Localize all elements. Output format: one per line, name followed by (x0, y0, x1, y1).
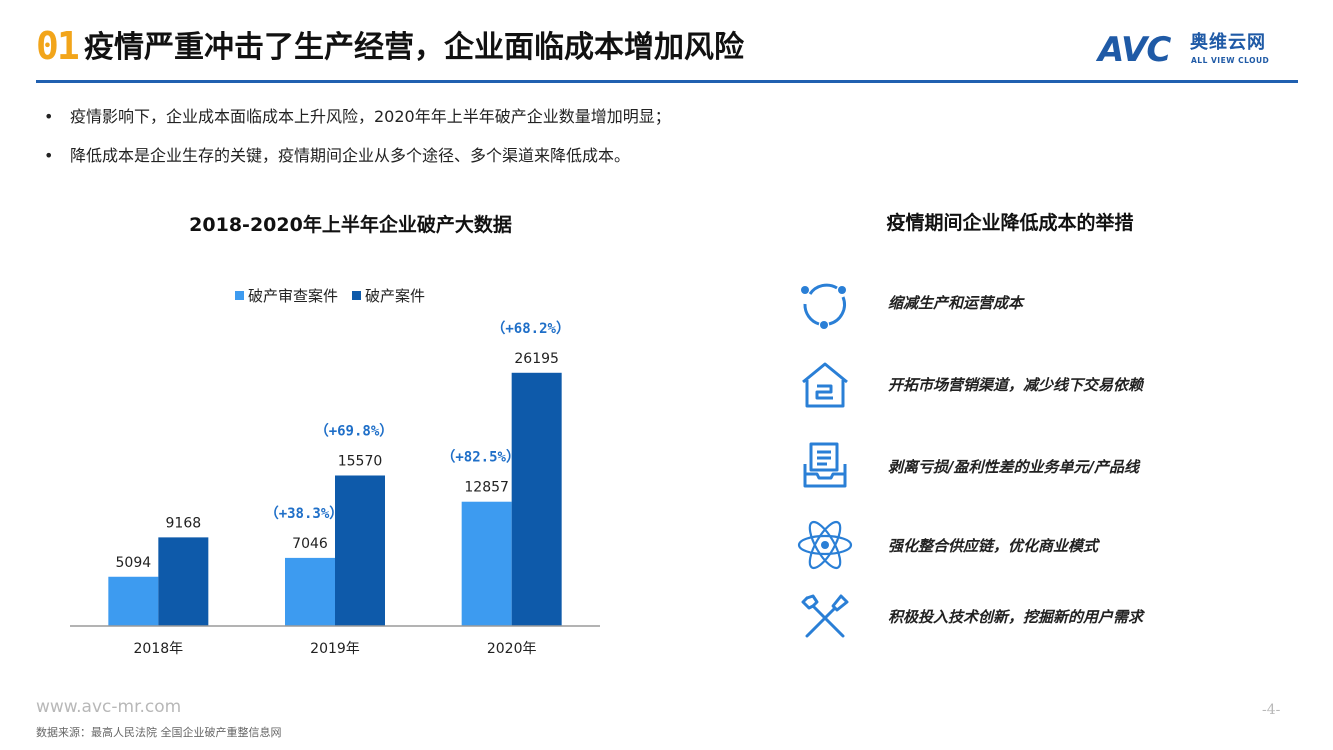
measure-text: 开拓市场营销渠道，减少线下交易依赖 (888, 376, 1144, 394)
measure-text: 强化整合供应链，优化商业模式 (888, 537, 1099, 555)
cycle-icon (797, 280, 853, 330)
measure-text: 剥离亏损/盈利性差的业务单元/产品线 (888, 458, 1139, 476)
bar-value-label: 12857 (464, 480, 509, 496)
document-tray-icon (797, 440, 853, 490)
bar-value-label: 7046 (292, 536, 328, 552)
growth-label: （+68.2%） (491, 321, 570, 337)
bullet-item: • 疫情影响下，企业成本面临成本上升风险，2020年年上半年破产企业数量增加明显； (44, 106, 671, 128)
measures-title: 疫情期间企业降低成本的举措 (886, 212, 1134, 234)
tools-icon (797, 592, 853, 642)
store-icon (797, 360, 853, 410)
avc-logo: AVC 奥维云网 ALL VIEW CLOUD (1098, 30, 1298, 70)
measure-text: 积极投入技术创新，挖掘新的用户需求 (888, 608, 1144, 626)
bar (285, 557, 335, 626)
bar-value-label: 9168 (166, 515, 202, 531)
page-number: -4- (1262, 702, 1281, 718)
logo-name-en: ALL VIEW CLOUD (1191, 56, 1270, 65)
bullet-text: 疫情影响下，企业成本面临成本上升风险，2020年年上半年破产企业数量增加明显； (70, 107, 671, 126)
category-label: 2018年 (134, 641, 184, 657)
growth-label: （+38.3%） (265, 506, 344, 522)
growth-label: （+82.5%） (441, 450, 520, 466)
legend-label: 破产审查案件 (248, 287, 338, 305)
section-number: 01 (36, 24, 80, 68)
bullet-text: 降低成本是企业生存的关键，疫情期间企业从多个途径、多个渠道来降低成本。 (70, 146, 631, 165)
logo-name-cn: 奥维云网 (1190, 32, 1266, 53)
measure-text: 缩减生产和运营成本 (888, 294, 1024, 312)
category-label: 2020年 (487, 641, 537, 657)
bar-value-label: 26195 (514, 351, 559, 367)
bullet-item: • 降低成本是企业生存的关键，疫情期间企业从多个途径、多个渠道来降低成本。 (44, 145, 630, 167)
logo-mark: AVC (1098, 30, 1171, 70)
bar (335, 475, 385, 626)
bar (461, 501, 512, 626)
category-label: 2019年 (310, 641, 360, 657)
atom-icon (797, 520, 853, 570)
legend-swatch (235, 291, 244, 300)
legend-swatch (352, 291, 361, 300)
bar (158, 537, 209, 626)
legend-label: 破产案件 (365, 287, 425, 305)
bar-value-label: 5094 (116, 555, 152, 571)
bar-value-label: 15570 (338, 453, 383, 469)
bullet-symbol: • (44, 146, 54, 165)
growth-label: （+69.8%） (315, 423, 394, 439)
header-divider (36, 80, 1298, 83)
page-title: 疫情严重冲击了生产经营，企业面临成本增加风险 (84, 30, 744, 65)
bar (108, 576, 159, 626)
bullet-symbol: • (44, 107, 54, 126)
bankruptcy-bar-chart: 破产审查案件 破产案件 5094 9168 2018年 7046 15570 2019年 128… (70, 287, 600, 657)
chart-title: 2018-2020年上半年企业破产大数据 (189, 214, 512, 236)
footer-url: www.avc-mr.com (36, 697, 182, 717)
bar (511, 372, 562, 626)
data-source: 数据来源：最高人民法院 全国企业破产重整信息网 (36, 726, 282, 739)
